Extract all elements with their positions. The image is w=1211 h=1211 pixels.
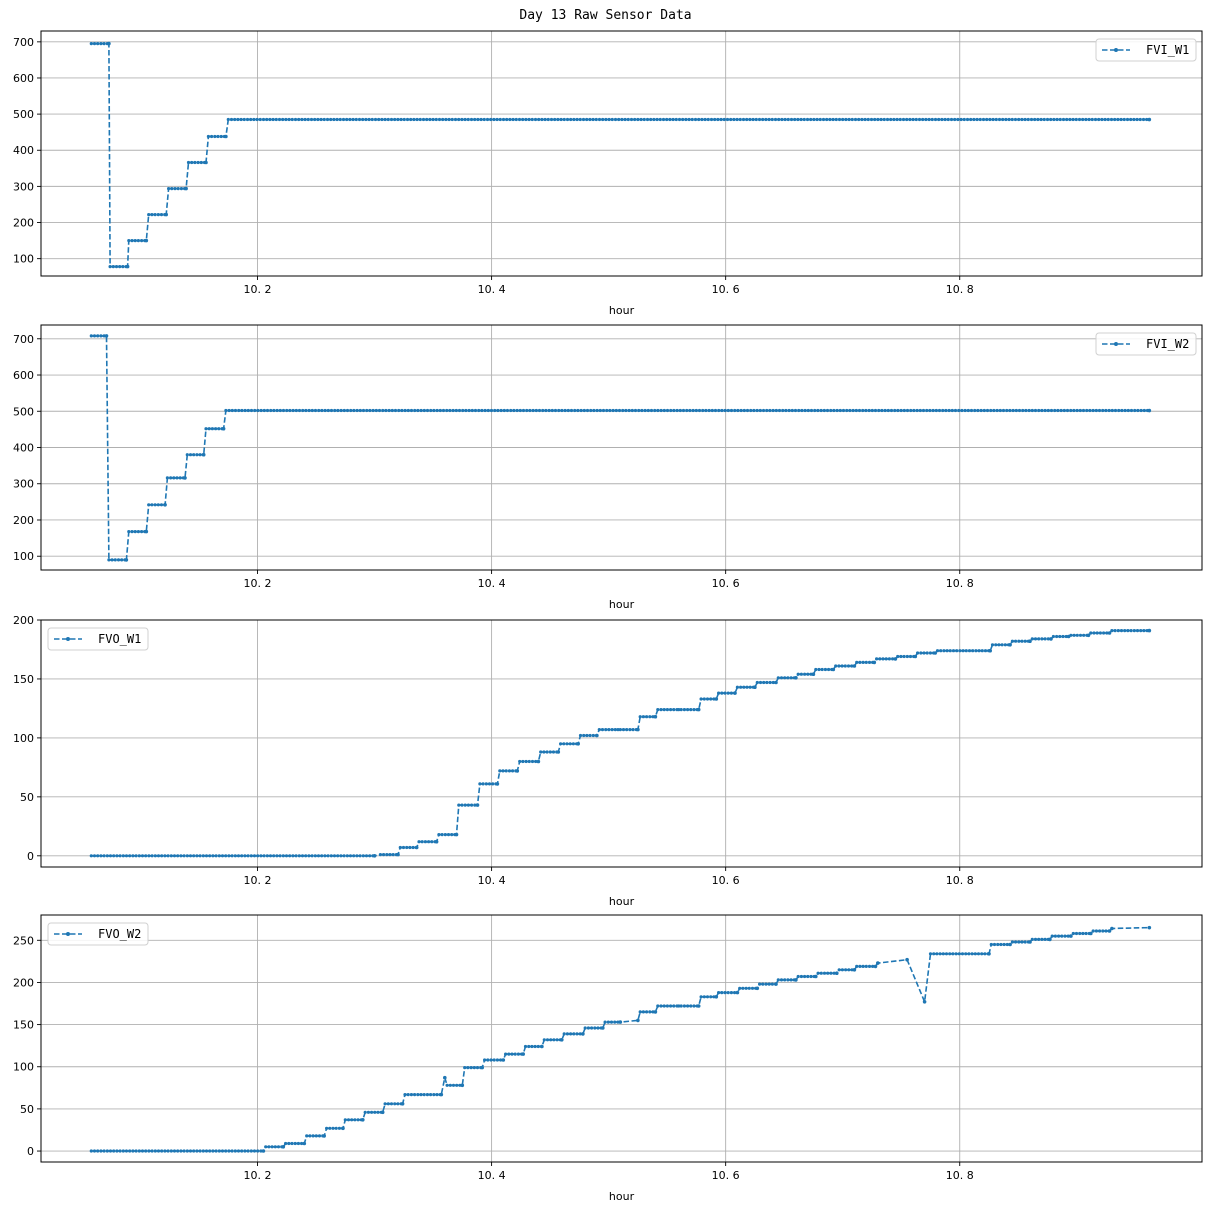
- x-tick-label: 10. 6: [712, 283, 740, 296]
- y-tick-label: 100: [13, 550, 34, 563]
- y-tick-label: 500: [13, 108, 34, 121]
- axes-frame: [40, 914, 1203, 1163]
- y-tick-label: 0: [27, 1145, 34, 1158]
- y-tick-label: 600: [13, 72, 34, 85]
- y-tick-label: 200: [13, 514, 34, 527]
- figure-title: Day 13 Raw Sensor Data: [519, 8, 692, 23]
- legend: FVO_W1: [47, 627, 149, 651]
- legend-label: FVI_W1: [1146, 43, 1189, 57]
- legend-label: FVI_W2: [1146, 337, 1189, 351]
- y-tick-label: 400: [13, 442, 34, 455]
- legend-label: FVO_W1: [98, 632, 141, 646]
- series-line: [91, 42, 1150, 268]
- x-tick-label: 10. 4: [478, 283, 506, 296]
- series-line: [91, 629, 1150, 857]
- axes-frame: [40, 619, 1203, 868]
- y-tick-label: 200: [13, 217, 34, 230]
- legend: FVI_W1: [1095, 38, 1197, 62]
- series-line: [91, 926, 1150, 1152]
- x-tick-label: 10. 4: [478, 874, 506, 887]
- subplot-3: 10. 2 10. 4 10. 6 10. 8 0 50 100 150 200 hour FVO_…: [13, 614, 1203, 908]
- series-markers: [89, 334, 1152, 562]
- x-tick-label: 10. 8: [946, 577, 974, 590]
- legend: FVI_W2: [1095, 332, 1197, 356]
- x-tick-label: 10. 4: [478, 1169, 506, 1182]
- x-tick-label: 10. 4: [478, 577, 506, 590]
- y-tick-label: 50: [20, 791, 34, 804]
- subplot-4: 10. 2 10. 4 10. 6 10. 8 0 50 100 150 200 250 hour F…: [13, 914, 1203, 1203]
- x-tick-label: 10. 8: [946, 874, 974, 887]
- y-tick-label: 100: [13, 1061, 34, 1074]
- y-tick-label: 500: [13, 405, 34, 418]
- x-tick-label: 10. 6: [712, 577, 740, 590]
- y-tick-label: 200: [13, 614, 34, 627]
- y-tick-label: 50: [20, 1103, 34, 1116]
- y-tick-label: 150: [13, 673, 34, 686]
- axes-frame: [40, 324, 1203, 571]
- axes-frame: [40, 30, 1203, 277]
- series-markers: [89, 925, 1152, 1153]
- x-axis-label: hour: [609, 895, 635, 908]
- y-tick-label: 700: [13, 36, 34, 49]
- legend: FVO_W2: [47, 922, 149, 946]
- x-tick-label: 10. 2: [244, 577, 272, 590]
- x-tick-label: 10. 6: [712, 1169, 740, 1182]
- x-tick-label: 10. 6: [712, 874, 740, 887]
- x-tick-label: 10. 2: [244, 283, 272, 296]
- y-tick-label: 0: [27, 850, 34, 863]
- y-tick-label: 300: [13, 478, 34, 491]
- series-markers: [89, 628, 1152, 858]
- x-axis-label: hour: [609, 1190, 635, 1203]
- x-axis-label: hour: [609, 304, 635, 317]
- y-tick-label: 200: [13, 976, 34, 989]
- y-tick-label: 100: [13, 253, 34, 266]
- x-tick-label: 10. 2: [244, 874, 272, 887]
- y-tick-label: 250: [13, 934, 34, 947]
- x-axis-label: hour: [609, 598, 635, 611]
- y-tick-label: 300: [13, 180, 34, 193]
- legend-label: FVO_W2: [98, 927, 141, 941]
- subplot-1: 10. 2 10. 4 10. 6 10. 8 100 200 300 400 500 600 70…: [13, 30, 1203, 317]
- y-tick-label: 150: [13, 1019, 34, 1032]
- y-tick-label: 600: [13, 369, 34, 382]
- series-markers: [89, 41, 1152, 269]
- y-tick-label: 100: [13, 732, 34, 745]
- x-tick-label: 10. 2: [244, 1169, 272, 1182]
- x-tick-label: 10. 8: [946, 1169, 974, 1182]
- x-tick-label: 10. 8: [946, 283, 974, 296]
- y-tick-label: 700: [13, 333, 34, 346]
- subplot-2: 10. 2 10. 4 10. 6 10. 8 100 200 300 400 500 600 70…: [13, 324, 1203, 611]
- y-tick-label: 400: [13, 144, 34, 157]
